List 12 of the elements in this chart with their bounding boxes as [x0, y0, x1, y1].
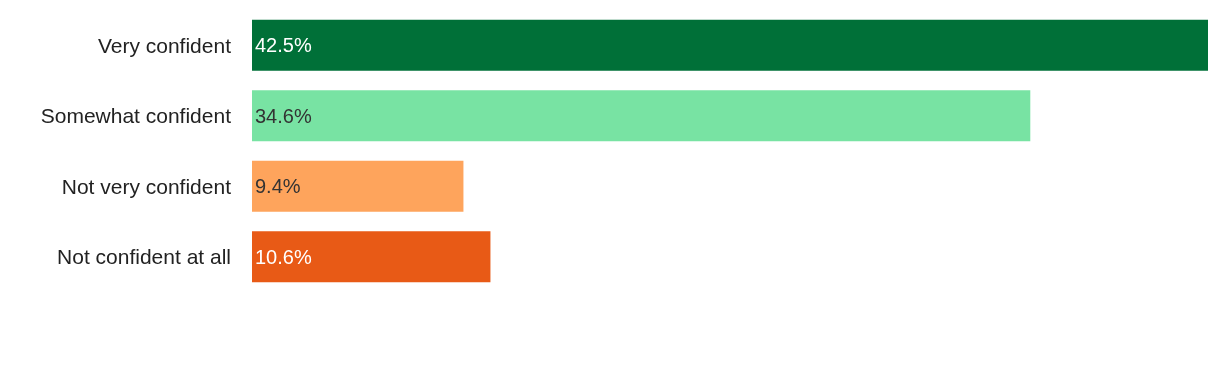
y-tick-label: Not very confident [61, 174, 232, 198]
bar [252, 90, 1031, 142]
data-label: 34.6% [255, 104, 312, 127]
y-tick-label: Very confident [97, 33, 232, 57]
y-tick-label: Not confident at all [57, 245, 231, 269]
bar [252, 160, 464, 212]
bar [252, 19, 1208, 71]
data-label: 42.5% [255, 34, 312, 57]
data-label: 10.6% [255, 245, 312, 268]
bar [252, 231, 491, 283]
data-label: 9.4% [255, 175, 301, 198]
y-tick-label: Somewhat confident [40, 104, 232, 128]
